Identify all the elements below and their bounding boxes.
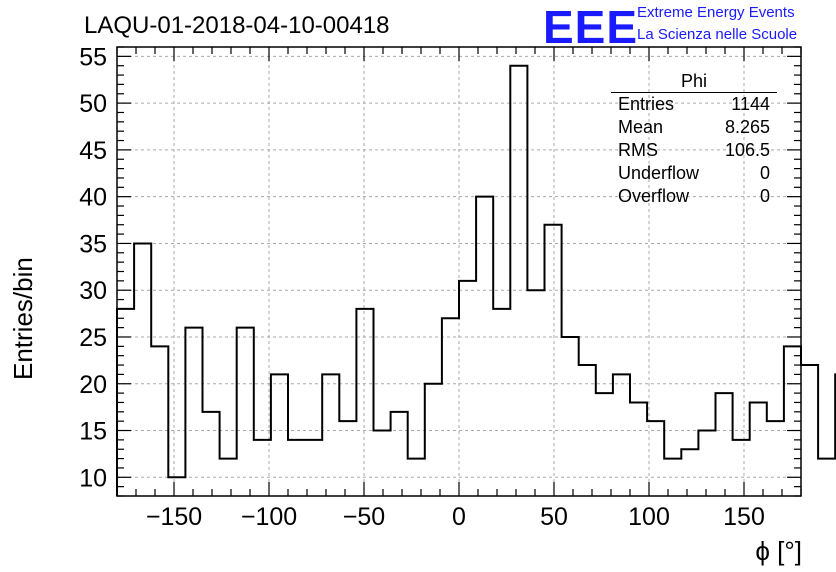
histogram-bin	[117, 309, 134, 496]
logo-subtitle-line1: Extreme Energy Events	[637, 4, 795, 21]
histogram-bin	[442, 318, 459, 496]
histogram-bin	[767, 421, 784, 496]
histogram-bin	[476, 197, 493, 496]
histogram-bin	[305, 440, 322, 496]
histogram-bin	[254, 440, 271, 496]
histogram-bin	[630, 402, 647, 496]
histogram-bin	[185, 328, 202, 496]
histogram-bin	[698, 431, 715, 496]
stats-value: 0	[759, 163, 770, 183]
x-tick-label: 100	[628, 503, 670, 531]
histogram-bin	[203, 412, 220, 496]
histogram-bin	[322, 374, 339, 496]
histogram-bin	[733, 440, 750, 496]
histogram-bin	[391, 412, 408, 496]
histogram-bin	[579, 365, 596, 496]
histogram-bin	[527, 290, 544, 496]
x-axis-label: ϕ [°]	[755, 536, 802, 566]
stats-value: 8.265	[724, 117, 770, 137]
axis-layer	[116, 46, 835, 497]
histogram-bin	[168, 477, 185, 496]
y-tick-label: 15	[79, 418, 107, 446]
y-tick-label: 30	[79, 277, 107, 305]
histogram-bin	[784, 346, 801, 496]
histogram-bin	[220, 459, 237, 496]
histogram-bin	[545, 225, 562, 496]
x-tick-label: 0	[452, 503, 466, 531]
histogram-line	[116, 64, 836, 496]
y-tick-label: 55	[79, 43, 107, 71]
x-tick-label: 50	[540, 503, 568, 531]
y-tick-label: 50	[79, 90, 107, 118]
histogram-bin	[459, 281, 476, 496]
stats-label: Underflow	[618, 163, 700, 183]
y-axis-label: Entries/bin	[8, 257, 38, 380]
histogram-bin	[134, 243, 151, 496]
histogram-bin	[647, 421, 664, 496]
y-tick-label: 10	[79, 464, 107, 492]
y-tick-label: 45	[79, 137, 107, 165]
stats-label: Entries	[618, 94, 675, 114]
stats-label: Mean	[618, 117, 664, 137]
stats-value: 1144	[731, 94, 770, 114]
stats-row-mean: Mean 8.265	[611, 116, 777, 139]
y-tick-label: 25	[79, 324, 107, 352]
histogram-bin	[510, 66, 527, 496]
x-tick-label: −150	[146, 503, 202, 531]
x-tick-label: 150	[723, 503, 765, 531]
histogram-bin	[801, 365, 818, 496]
histogram-bin	[374, 431, 391, 496]
x-tick-label: −50	[343, 503, 385, 531]
histogram-bin	[151, 346, 168, 496]
histogram-bin	[356, 309, 373, 496]
histogram-bin	[493, 309, 510, 496]
y-tick-label: 20	[79, 371, 107, 399]
histogram-bin	[408, 459, 425, 496]
stats-row-entries: Entries 1144	[611, 93, 777, 116]
stats-title: Phi	[611, 70, 777, 93]
stats-label: RMS	[618, 140, 658, 160]
run-title: LAQU-01-2018-04-10-00418	[84, 12, 390, 39]
stats-value: 0	[759, 186, 770, 206]
stats-label: Overflow	[618, 186, 690, 206]
histogram-bin	[339, 421, 356, 496]
grid-layer	[117, 47, 801, 496]
histogram-bin	[562, 337, 579, 496]
histogram-bin	[613, 374, 630, 496]
stats-row-overflow: Overflow 0	[611, 185, 777, 208]
histogram-bin	[425, 384, 442, 496]
histogram-bin	[664, 459, 681, 496]
histogram-bin	[237, 328, 254, 496]
x-tick-label: −100	[241, 503, 297, 531]
stats-value: 106.5	[724, 140, 770, 160]
logo-subtitle-line2: La Scienza nelle Scuole	[637, 26, 798, 43]
eee-logo: EEE	[543, 1, 639, 53]
histogram-bin	[596, 393, 613, 496]
y-tick-label: 40	[79, 184, 107, 212]
tick-label-layer: −150 −100 −50 0 50 100 150 10 15 20 25 30 35 40 45 50 55	[79, 43, 765, 531]
histogram-bin	[750, 402, 767, 496]
histogram-bin	[681, 449, 698, 496]
y-tick-label: 35	[79, 230, 107, 258]
stats-row-rms: RMS 106.5	[611, 139, 777, 162]
histogram-bin	[716, 393, 733, 496]
stats-box: Phi Entries 1144 Mean 8.265 RMS 106.5 Un…	[611, 70, 777, 208]
histogram-bin	[818, 459, 835, 496]
histogram-bin	[271, 374, 288, 496]
histogram-bin	[288, 440, 305, 496]
stats-row-underflow: Underflow 0	[611, 162, 777, 185]
